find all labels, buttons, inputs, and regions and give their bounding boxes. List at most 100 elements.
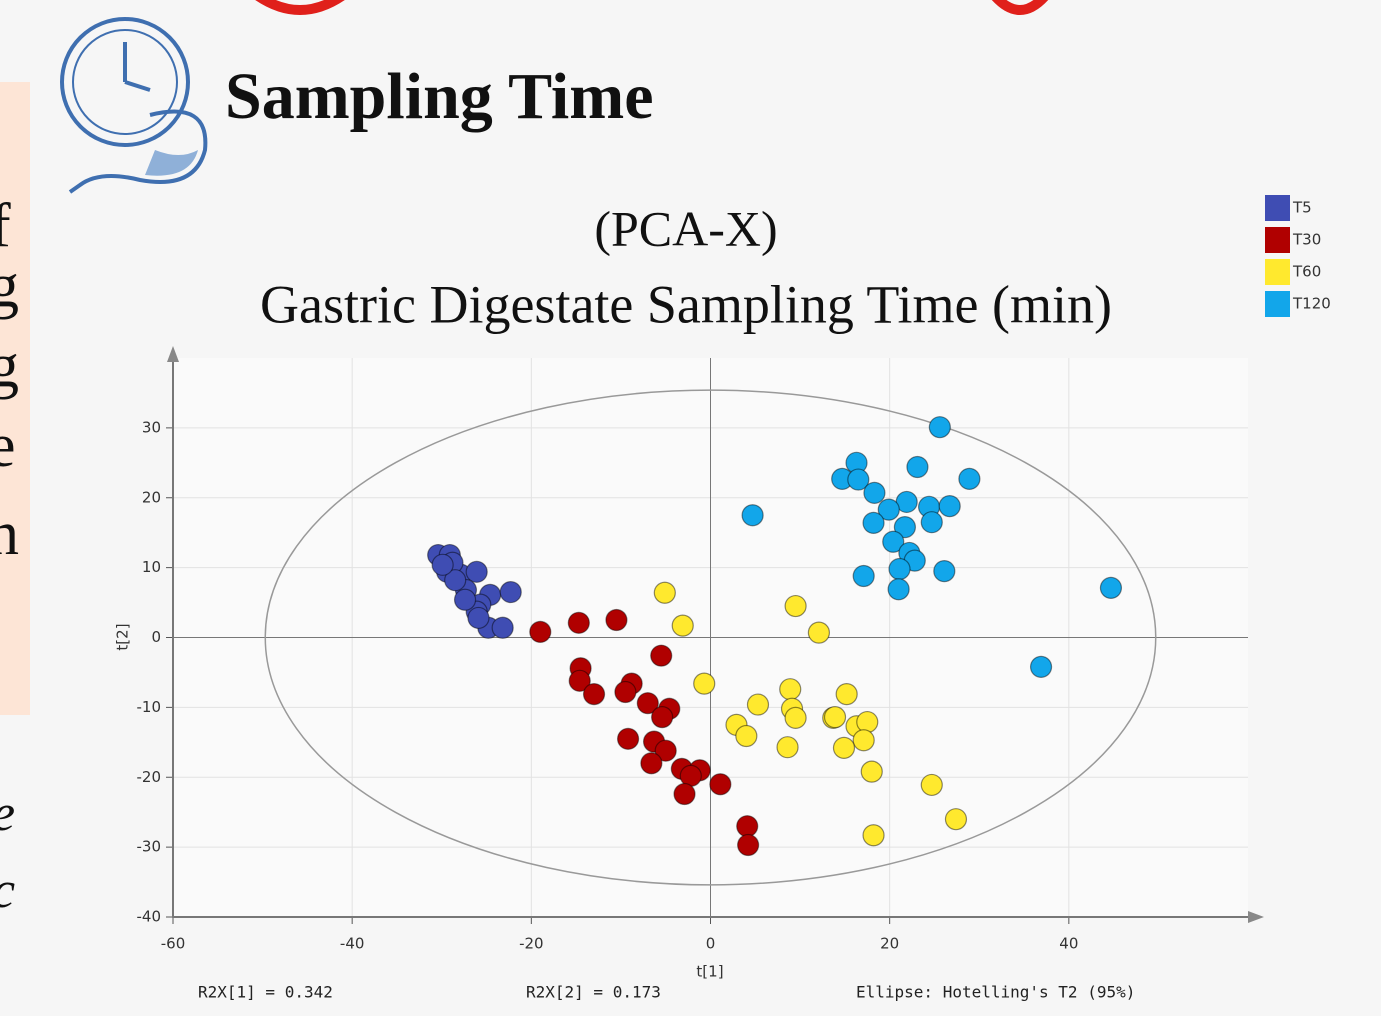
x-tick-label: -40 [340,935,365,953]
point [491,616,514,639]
point [852,564,875,588]
point [893,515,916,539]
side-letter: g [0,332,19,400]
point [856,710,879,734]
point [453,588,477,611]
point [920,773,943,797]
point [640,752,663,775]
point [928,416,951,439]
side-letter: e [0,785,15,842]
legend-label: T5 [1292,199,1312,217]
header-title: Sampling Time [225,60,654,133]
point [567,611,590,634]
point [582,682,606,706]
point [784,706,807,729]
x-tick-label: 0 [706,935,716,953]
side-letter: c [0,862,15,919]
point [431,553,454,576]
point [467,606,490,630]
legend-swatch [1265,291,1290,317]
point [847,468,870,491]
point [863,481,886,504]
point [1099,576,1123,599]
legend-swatch [1265,227,1290,253]
point [465,560,488,583]
axis-arrow [167,346,179,362]
y-axis-label: t[2] [114,623,132,650]
point [852,729,875,752]
y-tick-label: -20 [137,768,162,786]
point [906,455,929,479]
point [499,580,522,604]
point [693,672,716,695]
point [882,530,905,553]
side-letter: g [0,252,19,320]
x-tick-label: 20 [880,935,899,953]
point [614,680,637,704]
side-letter: e [0,412,16,480]
point [895,490,918,514]
point [862,824,885,847]
y-tick-label: -10 [137,698,162,716]
y-tick-label: 30 [142,418,161,436]
legend-label: T60 [1292,263,1321,281]
point [944,808,968,831]
hotelling-ellipse [264,389,1157,886]
y-tick-label: 10 [142,558,161,576]
y-tick-label: -30 [137,838,162,856]
legend-label: T120 [1292,295,1331,313]
side-letter: f [0,192,11,260]
point [741,504,764,527]
point [529,620,552,644]
annotation: Ellipse: Hotelling's T2 (95%) [856,983,1135,1002]
point [779,678,802,701]
point [636,692,659,715]
point [776,736,799,759]
point [735,724,758,748]
point [933,560,956,583]
chart-subtitle: Gastric Digestate Sampling Time (min) [260,274,1112,334]
point [835,682,858,706]
point [605,608,628,632]
point [887,578,910,601]
annotation: R2X[1] = 0.342 [198,983,333,1002]
point [444,569,467,592]
annotation: R2X[2] = 0.173 [526,983,661,1002]
point [746,693,770,716]
point [653,581,676,604]
point [654,739,677,762]
point [958,467,981,490]
clock-stomach-icon [60,17,208,194]
x-tick-label: -20 [519,935,544,953]
y-tick-label: 20 [142,488,161,506]
point [737,833,760,857]
point [736,815,759,838]
axis-arrow [1248,911,1264,923]
point [832,736,856,760]
point [860,760,883,783]
point [651,706,674,729]
y-tick-label: -40 [137,908,162,926]
point [709,773,732,796]
y-tick-label: 0 [151,628,161,646]
point [888,557,911,581]
point [938,495,961,518]
legend-label: T30 [1292,231,1321,249]
point [671,614,694,637]
legend-swatch [1265,259,1290,285]
point [920,511,943,534]
point [862,511,885,535]
side-box [0,82,30,715]
x-tick-label: 40 [1059,935,1078,953]
point [823,706,847,729]
point [784,594,807,618]
x-tick-label: -60 [161,935,186,953]
point [616,727,640,750]
legend-swatch [1265,195,1290,221]
point [650,644,673,667]
point [877,498,900,521]
x-axis-label: t[1] [696,963,723,981]
chart-title: (PCA-X) [594,200,777,256]
cut-heading [255,0,1049,15]
